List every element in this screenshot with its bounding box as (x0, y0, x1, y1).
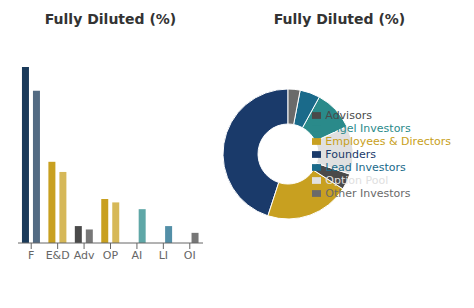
html-text:Lead Investors: Lead Investors (325, 160, 406, 174)
svg-text:AI: AI (132, 249, 143, 262)
html-text:Angel Investors: Angel Investors (325, 121, 411, 135)
html-text:Option Pool: Option Pool (325, 173, 389, 187)
html-text:Other Investors: Other Investors (325, 186, 411, 200)
html-text:Fully Diluted (%): Fully Diluted (%) (273, 11, 406, 27)
html-text:Fully Diluted (%): Fully Diluted (%) (44, 11, 177, 27)
svg-text:E&D: E&D (46, 249, 70, 262)
html-text:Employees & Directors: Employees & Directors (325, 134, 451, 148)
svg-text:F: F (28, 249, 34, 262)
svg-text:OP: OP (103, 249, 119, 262)
html-text:Advisors: Advisors (325, 108, 372, 122)
svg-text:LI: LI (159, 249, 168, 262)
html-text:Founders: Founders (325, 147, 376, 161)
svg-text:Adv: Adv (74, 249, 95, 262)
svg-text:OI: OI (184, 249, 196, 262)
